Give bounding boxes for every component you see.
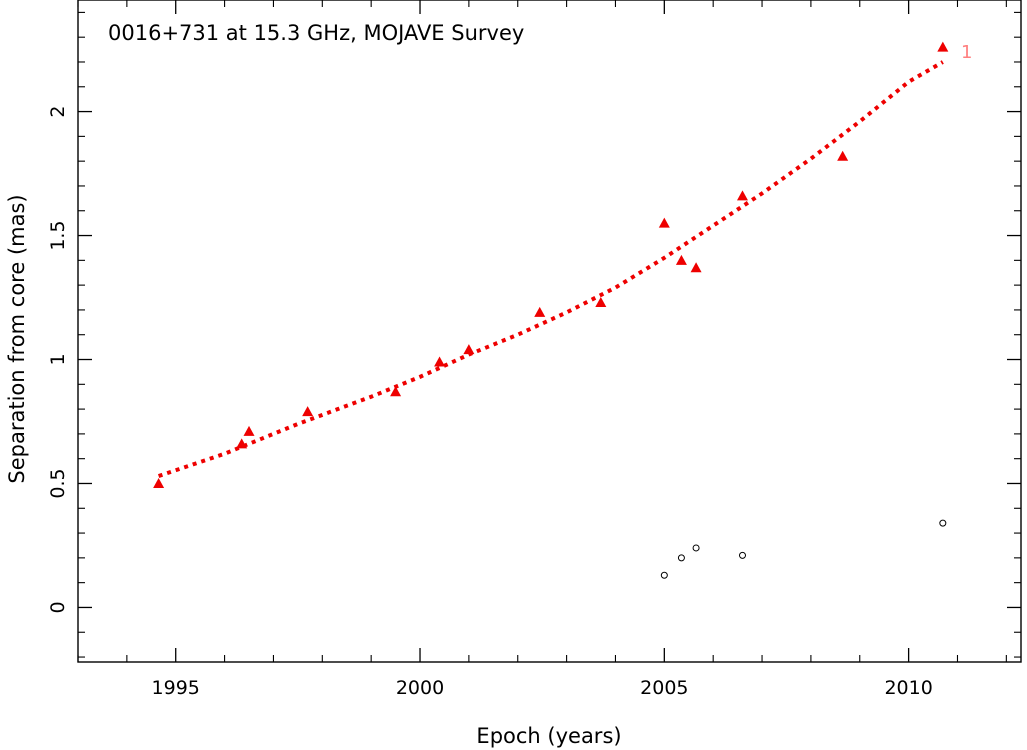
data-markers (153, 41, 949, 579)
open-circle-point (660, 571, 668, 579)
fit-curve (157, 60, 944, 478)
open-circle-point (677, 554, 685, 562)
fit-line (157, 60, 944, 478)
x-tick-label: 2000 (396, 677, 444, 699)
component-1-point (736, 190, 748, 201)
component-1-point (302, 406, 314, 417)
y-axis-label: Separation from core (mas) (5, 194, 29, 483)
component-1-point (595, 296, 607, 307)
component-1-point (690, 262, 702, 273)
component-1-point (390, 386, 402, 397)
component-1-point (658, 217, 670, 228)
y-tick-label: 2 (47, 106, 69, 118)
x-axis-label: Epoch (years) (476, 724, 621, 748)
y-tick-label: 1.5 (47, 220, 69, 250)
component-1-point (243, 425, 255, 436)
x-tick-label: 2005 (640, 677, 688, 699)
chart-title: 0016+731 at 15.3 GHz, MOJAVE Survey (108, 21, 524, 45)
x-tick-label: 1995 (152, 677, 200, 699)
component-1-point (937, 41, 949, 52)
component-1-point (675, 254, 687, 265)
component-1-point (236, 438, 248, 449)
component-label: 1 (961, 42, 972, 63)
component-1-point (434, 356, 446, 367)
plot-frame (77, 0, 1022, 663)
component-1-point (534, 306, 546, 317)
y-axis: 0 0.5 1 1.5 2 (47, 11, 1021, 658)
open-circle-point (738, 551, 746, 559)
open-circle-point (692, 544, 700, 552)
y-tick-label: 1 (47, 353, 69, 365)
component-1-point (463, 344, 475, 355)
open-circle-point (939, 519, 947, 527)
component-1-point (837, 150, 849, 161)
x-axis: 1995 2000 2005 2010 (77, 0, 1007, 699)
component-1-point (153, 477, 165, 488)
x-tick-label: 2010 (884, 677, 932, 699)
y-tick-label: 0.5 (47, 468, 69, 498)
y-tick-label: 0 (47, 601, 69, 613)
